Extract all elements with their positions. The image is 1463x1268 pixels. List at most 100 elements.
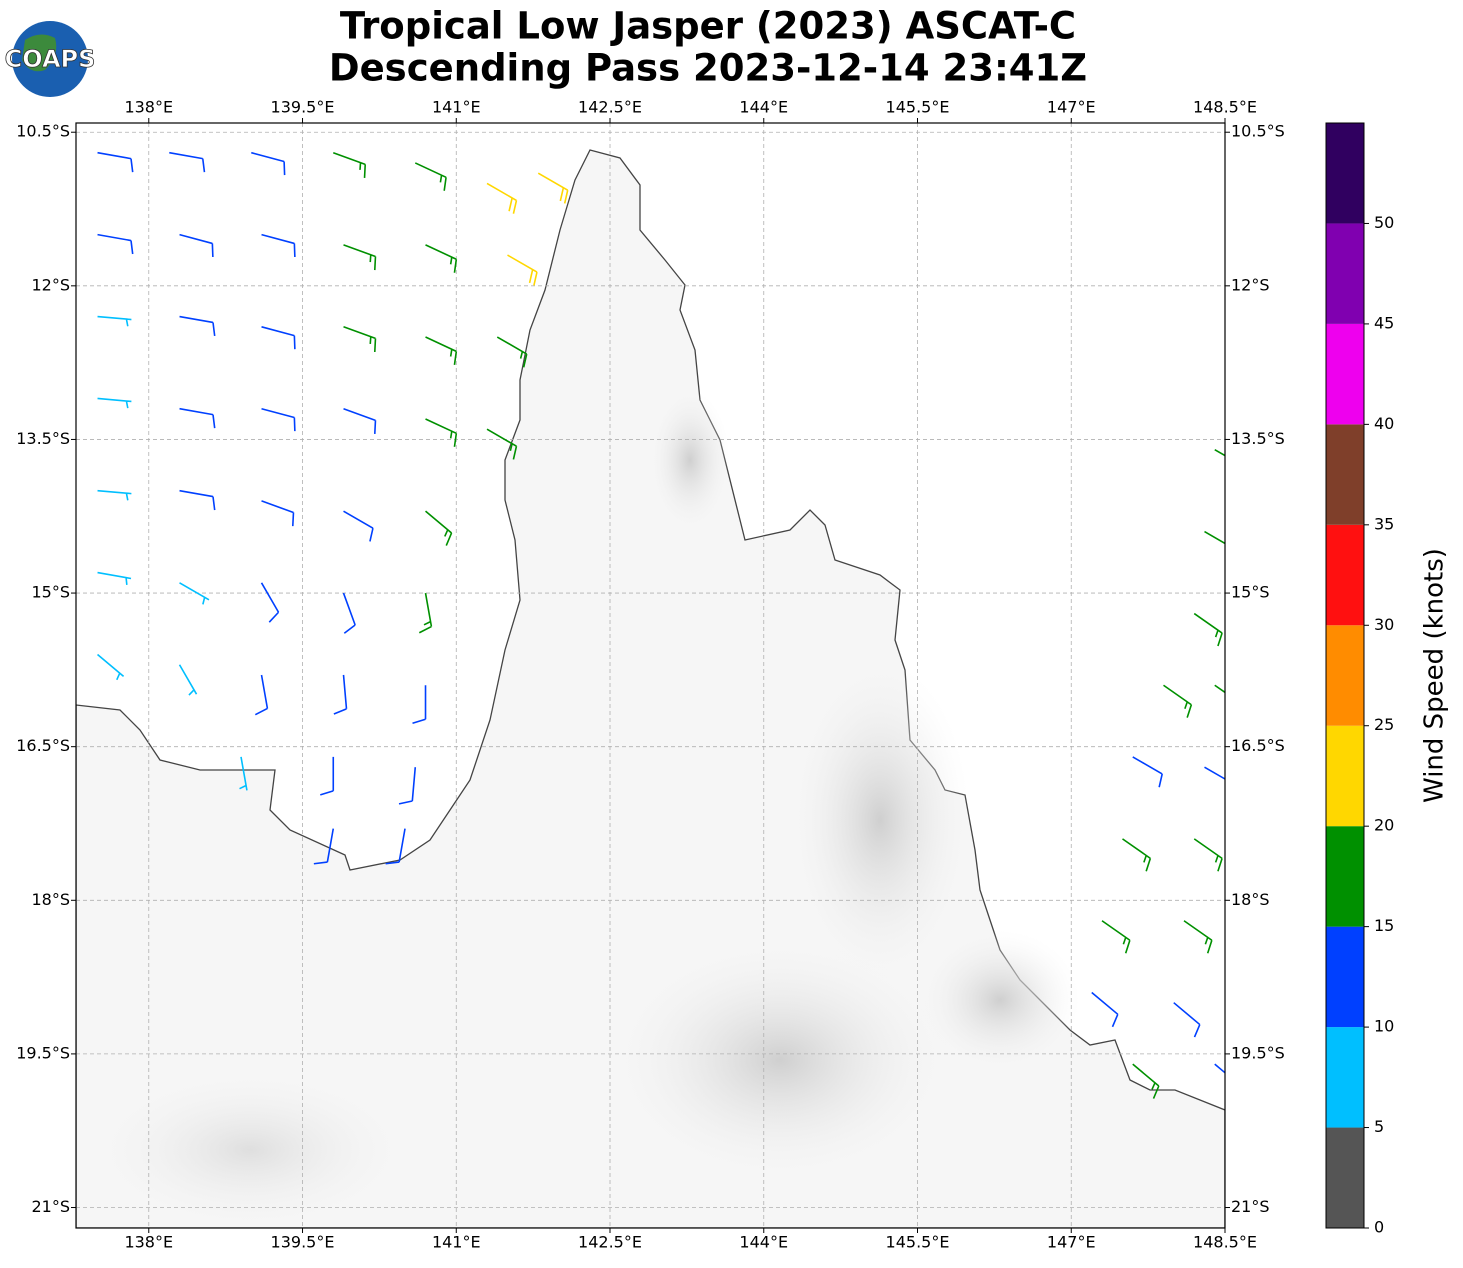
wind-barb <box>179 407 216 429</box>
wind-barb <box>251 151 286 176</box>
y-tick-label: 19.5°S <box>1231 1043 1285 1062</box>
y-tick-label: 18°S <box>31 890 70 909</box>
wind-barb <box>97 489 132 501</box>
map-frame <box>75 122 1226 1229</box>
x-tick-label: 139.5°E <box>271 98 335 117</box>
colorbar-bin <box>1326 826 1364 927</box>
wind-barb <box>260 582 280 623</box>
colorbar-tick-label: 30 <box>1374 615 1394 634</box>
wind-barb <box>507 254 538 286</box>
logo: COAPS <box>4 21 96 97</box>
colorbar: 0 5 10 15 20 25 30 35 40 45 50 Wind Speed (knots) <box>1325 122 1450 1237</box>
terrain <box>650 390 730 530</box>
grid: 138°E 138°E 139.5°E 139.5°E 141°E 141°E 142.5°… <box>16 98 1285 1252</box>
x-tick-label: 142.5°E <box>578 98 642 117</box>
wind-barb <box>169 151 206 173</box>
x-tick-label: 141°E <box>432 1233 481 1252</box>
x-tick-label: 147°E <box>1047 1233 1096 1252</box>
wind-barb <box>343 510 374 542</box>
wind-barb <box>97 315 132 327</box>
y-tick-label: 10.5°S <box>1231 122 1285 141</box>
wind-barb <box>97 151 134 173</box>
colorbar-bin <box>1326 323 1364 425</box>
y-tick-label: 15°S <box>31 583 70 602</box>
wind-barb <box>313 828 335 865</box>
wind-barb <box>1122 838 1152 872</box>
x-tick-label: 145.5°E <box>886 98 950 117</box>
colorbar-tick-label: 20 <box>1374 816 1394 835</box>
colorbar-bin <box>1326 725 1364 827</box>
colorbar-bin <box>1326 424 1364 525</box>
wind-barb <box>320 756 335 796</box>
wind-barb <box>1193 612 1223 647</box>
x-tick-label: 139.5°E <box>271 1233 335 1252</box>
wind-barb <box>1193 838 1223 872</box>
logo-text: COAPS <box>5 45 96 73</box>
wind-barb <box>179 315 216 337</box>
colorbar-bin <box>1326 926 1364 1028</box>
wind-barb <box>1132 756 1163 788</box>
x-tick-label: 148.5°E <box>1193 98 1257 117</box>
colorbar-tick-label: 10 <box>1374 1017 1394 1036</box>
y-tick-label: 21°S <box>1231 1197 1270 1216</box>
terrain <box>90 1070 410 1228</box>
wind-barb <box>398 767 417 805</box>
colorbar-tick-label: 50 <box>1374 213 1394 232</box>
wind-barb <box>425 336 458 365</box>
colorbar-tick-label: 15 <box>1374 916 1394 935</box>
y-tick-label: 12°S <box>1231 275 1270 294</box>
wind-barb <box>261 407 296 432</box>
terrain <box>610 940 950 1180</box>
colorbar-bin <box>1326 524 1364 626</box>
colorbar-bin <box>1326 625 1364 726</box>
map-background <box>76 123 1225 1228</box>
y-tick-label: 10.5°S <box>16 122 70 141</box>
wind-barb <box>179 233 214 258</box>
wind-barb <box>343 244 377 271</box>
wind-barb <box>254 674 269 716</box>
title-line: Descending Pass 2023-12-14 23:41Z <box>329 47 1087 90</box>
colorbar-tick-label: 25 <box>1374 715 1394 734</box>
colorbar-label: Wind Speed (knots) <box>1420 548 1450 803</box>
wind-barb <box>332 151 367 178</box>
wind-barb <box>333 674 348 715</box>
wind-barb <box>342 592 356 634</box>
x-tick-label: 148.5°E <box>1193 1233 1257 1252</box>
wind-barb <box>239 756 248 791</box>
x-tick-label: 141°E <box>432 98 481 117</box>
y-tick-label: 13.5°S <box>1231 429 1285 448</box>
wind-barb <box>1214 1063 1225 1074</box>
wind-barb <box>261 326 296 350</box>
wind-barb <box>343 326 377 353</box>
x-tick-label: 144°E <box>739 1233 788 1252</box>
wind-barb <box>496 336 528 368</box>
colorbar-tick-label: 35 <box>1374 514 1394 533</box>
x-tick-label: 145.5°E <box>886 1233 950 1252</box>
wind-barb <box>261 233 296 258</box>
wind-barb <box>425 510 453 546</box>
y-tick-label: 12°S <box>31 275 70 294</box>
wind-barb <box>97 397 132 409</box>
wind-barb <box>343 407 377 434</box>
y-tick-label: 16.5°S <box>1231 736 1285 755</box>
wind-barb <box>1204 530 1225 545</box>
wind-barb <box>486 428 518 460</box>
wind-barb <box>414 162 447 191</box>
colorbar-bin <box>1326 123 1364 224</box>
wind-barb <box>1204 766 1225 780</box>
x-tick-label: 138°E <box>124 98 173 117</box>
x-tick-label: 138°E <box>124 1233 173 1252</box>
x-tick-label: 144°E <box>739 98 788 117</box>
colorbar-bin <box>1326 223 1364 324</box>
y-tick-label: 18°S <box>1231 890 1270 909</box>
wind-barb <box>385 828 406 865</box>
colorbar-tick-label: 0 <box>1374 1218 1384 1237</box>
y-tick-label: 21°S <box>31 1197 70 1216</box>
wind-barb <box>1173 1002 1201 1038</box>
colorbar-bin <box>1326 1127 1364 1228</box>
colorbar-bin <box>1326 1027 1364 1128</box>
y-tick-label: 15°S <box>1231 583 1270 602</box>
wind-barb <box>97 653 125 681</box>
wind-barb <box>486 182 518 214</box>
